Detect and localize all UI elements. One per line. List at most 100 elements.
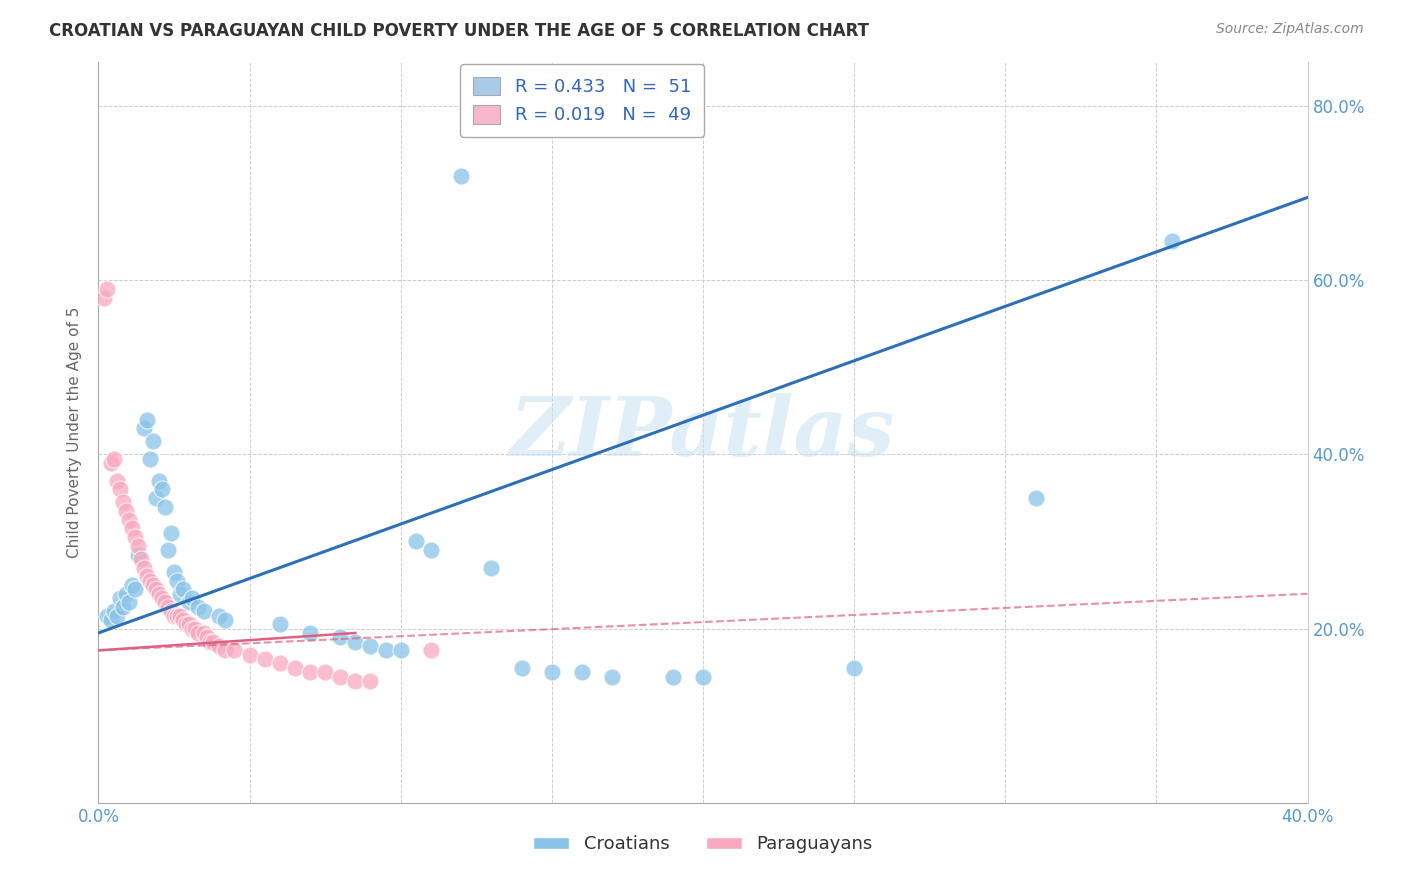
Point: [150, 591, 173, 606]
Point: [602, 669, 624, 683]
Point: [269, 617, 291, 632]
Point: [166, 574, 188, 588]
Point: [360, 673, 382, 688]
Point: [195, 630, 218, 644]
Point: [661, 669, 683, 683]
Point: [114, 504, 136, 518]
Y-axis label: Child Poverty Under the Age of 5: Child Poverty Under the Age of 5: [67, 307, 83, 558]
Point: [153, 500, 176, 514]
Point: [284, 661, 307, 675]
Point: [187, 626, 209, 640]
Point: [139, 574, 162, 588]
Point: [200, 634, 222, 648]
Point: [299, 626, 322, 640]
Point: [139, 451, 162, 466]
Point: [169, 608, 191, 623]
Point: [299, 665, 322, 680]
Point: [145, 491, 167, 505]
Legend: Croatians, Paraguayans: Croatians, Paraguayans: [526, 828, 880, 861]
Point: [124, 530, 146, 544]
Point: [181, 622, 204, 636]
Point: [103, 604, 125, 618]
Point: [156, 543, 179, 558]
Point: [96, 608, 118, 623]
Point: [253, 652, 276, 666]
Point: [121, 578, 143, 592]
Point: [145, 582, 167, 597]
Point: [1024, 491, 1046, 505]
Text: CROATIAN VS PARAGUAYAN CHILD POVERTY UNDER THE AGE OF 5 CORRELATION CHART: CROATIAN VS PARAGUAYAN CHILD POVERTY UND…: [49, 22, 869, 40]
Point: [202, 634, 225, 648]
Point: [124, 582, 146, 597]
Point: [105, 474, 128, 488]
Point: [160, 604, 183, 618]
Point: [420, 543, 443, 558]
Point: [224, 643, 246, 657]
Point: [269, 657, 291, 671]
Text: ZIPatlas: ZIPatlas: [510, 392, 896, 473]
Point: [389, 643, 412, 657]
Point: [160, 525, 183, 540]
Point: [111, 599, 134, 614]
Point: [179, 595, 201, 609]
Point: [187, 599, 209, 614]
Point: [172, 613, 194, 627]
Point: [132, 560, 155, 574]
Point: [179, 617, 201, 632]
Point: [135, 412, 157, 426]
Point: [114, 587, 136, 601]
Point: [148, 474, 170, 488]
Point: [193, 626, 215, 640]
Point: [214, 643, 236, 657]
Point: [150, 482, 173, 496]
Point: [96, 282, 118, 296]
Point: [121, 521, 143, 535]
Point: [163, 565, 186, 579]
Point: [132, 421, 155, 435]
Point: [239, 648, 262, 662]
Point: [1160, 234, 1182, 248]
Point: [314, 665, 336, 680]
Point: [571, 665, 593, 680]
Point: [360, 639, 382, 653]
Point: [184, 622, 207, 636]
Point: [540, 665, 562, 680]
Point: [127, 548, 149, 562]
Point: [193, 604, 215, 618]
Point: [692, 669, 714, 683]
Point: [100, 456, 122, 470]
Point: [169, 587, 191, 601]
Point: [148, 587, 170, 601]
Point: [163, 608, 186, 623]
Point: [344, 634, 367, 648]
Point: [166, 608, 188, 623]
Point: [153, 595, 176, 609]
Point: [118, 595, 141, 609]
Point: [481, 560, 503, 574]
Point: [135, 569, 157, 583]
Point: [450, 169, 472, 183]
Point: [108, 482, 131, 496]
Point: [329, 669, 352, 683]
Point: [174, 617, 197, 632]
Point: [93, 291, 115, 305]
Point: [111, 495, 134, 509]
Point: [374, 643, 396, 657]
Point: [405, 534, 427, 549]
Point: [142, 434, 165, 449]
Point: [156, 599, 179, 614]
Point: [105, 608, 128, 623]
Point: [142, 578, 165, 592]
Point: [127, 539, 149, 553]
Point: [844, 661, 866, 675]
Point: [208, 608, 231, 623]
Point: [118, 513, 141, 527]
Point: [420, 643, 443, 657]
Text: Source: ZipAtlas.com: Source: ZipAtlas.com: [1216, 22, 1364, 37]
Point: [100, 613, 122, 627]
Point: [344, 673, 367, 688]
Point: [103, 451, 125, 466]
Point: [510, 661, 533, 675]
Point: [129, 552, 152, 566]
Point: [329, 630, 352, 644]
